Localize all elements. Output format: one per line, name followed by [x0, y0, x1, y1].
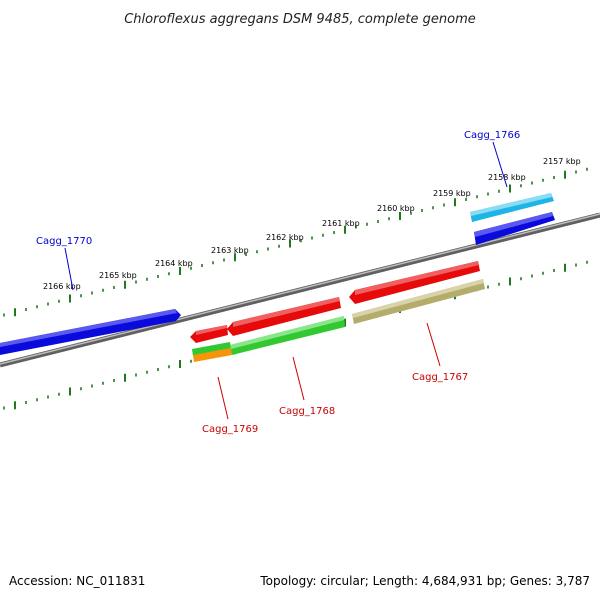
tick-label-2162: 2162 kbp: [266, 233, 304, 242]
gene-cagg-1767-feature[interactable]: [349, 261, 485, 324]
tick-label-2164: 2164 kbp: [155, 259, 193, 268]
gene-cagg-1769-feature[interactable]: [190, 325, 232, 362]
tick-label-2166: 2166 kbp: [43, 282, 81, 291]
tick-label-2160: 2160 kbp: [377, 204, 415, 213]
gene-cagg-1770-feature[interactable]: [0, 309, 181, 355]
map-title: Chloroflexus aggregans DSM 9485, complet…: [124, 12, 476, 27]
genome-summary-text: Topology: circular; Length: 4,684,931 bp…: [260, 574, 590, 588]
gene-label-cagg-1768[interactable]: Cagg_1768: [279, 406, 335, 417]
tick-label-2161: 2161 kbp: [322, 219, 360, 228]
genome-backbone: [0, 212, 600, 368]
gene-cagg-1766-feature[interactable]: [470, 193, 555, 245]
gene-label-cagg-1766[interactable]: Cagg_1766: [464, 130, 520, 141]
gene-label-cagg-1767[interactable]: Cagg_1767: [412, 372, 468, 383]
label-leaders: [64, 141, 508, 420]
tick-label-2165: 2165 kbp: [99, 271, 137, 280]
outer-tick-track: [3, 167, 588, 317]
gene-cagg-1768-feature[interactable]: [227, 297, 345, 355]
tick-label-2163: 2163 kbp: [211, 246, 249, 255]
tick-label-2157: 2157 kbp: [543, 157, 581, 166]
gene-label-cagg-1769[interactable]: Cagg_1769: [202, 424, 258, 435]
tick-label-2159: 2159 kbp: [433, 189, 471, 198]
accession-text: Accession: NC_011831: [9, 574, 146, 588]
gene-label-cagg-1770[interactable]: Cagg_1770: [36, 236, 92, 247]
tick-labels: 2157 kbp 2158 kbp 2159 kbp 2160 kbp 2161…: [43, 157, 581, 291]
gene-labels: Cagg_1766 Cagg_1770 Cagg_1767 Cagg_1768 …: [36, 130, 520, 435]
tick-label-2158: 2158 kbp: [488, 173, 526, 182]
